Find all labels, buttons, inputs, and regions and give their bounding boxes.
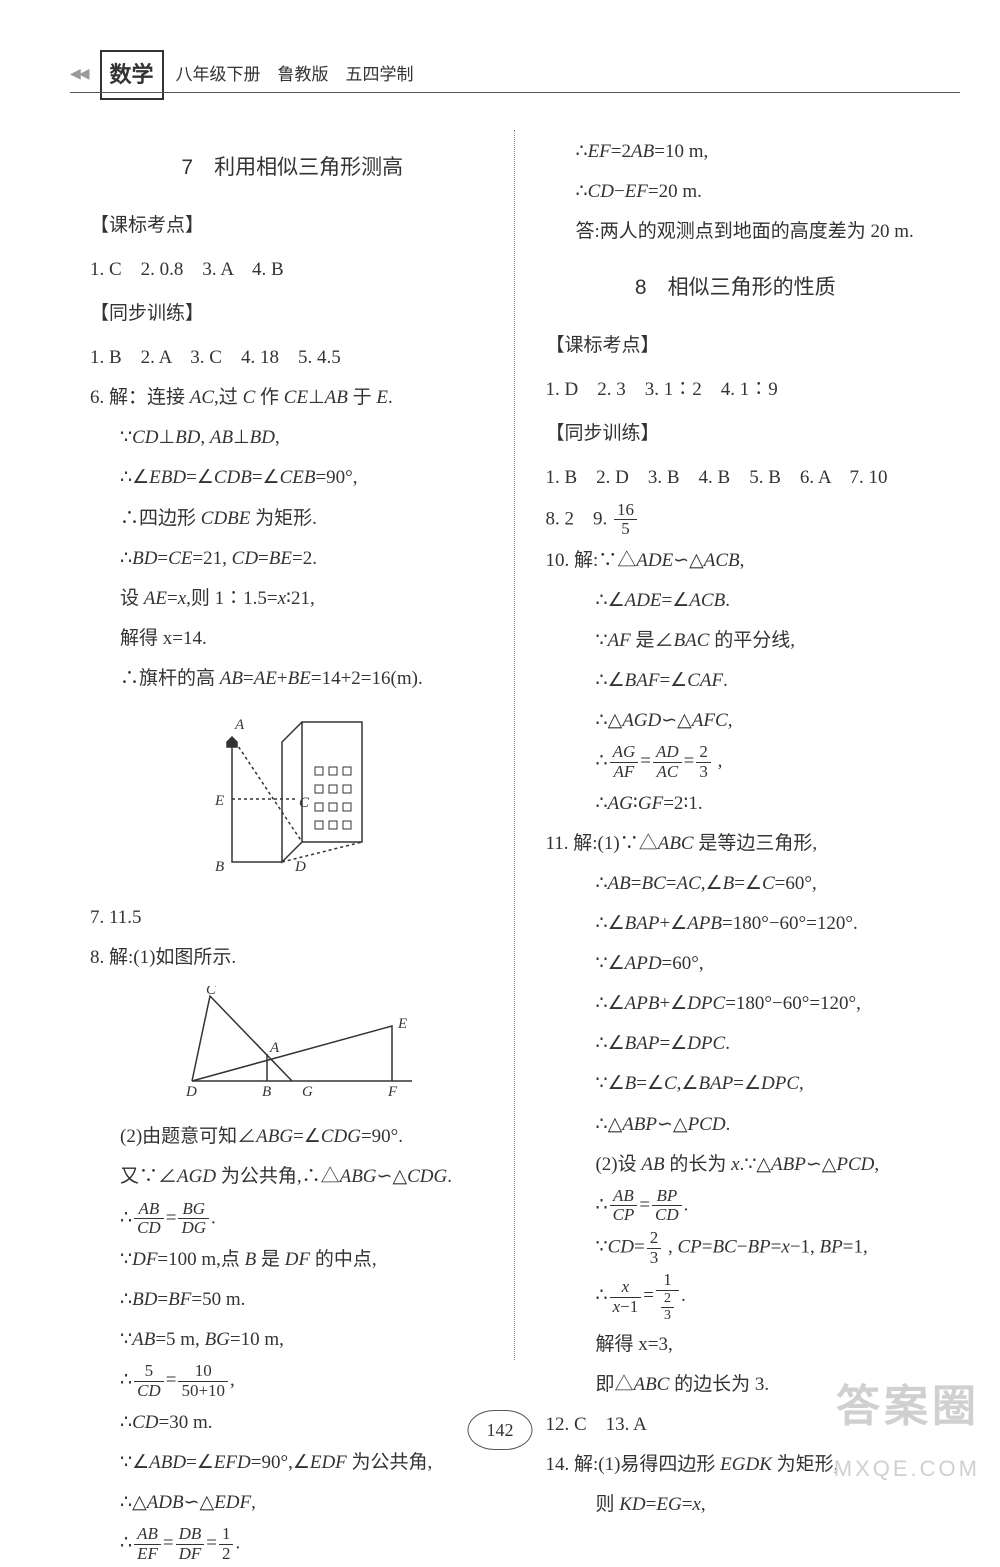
q10-l3: ∴∠BAF=∠CAF. [545, 663, 925, 699]
q8-9: ∴CD=30 m. [90, 1405, 494, 1441]
q6-l5: 设 AE=x,则 1∶1.5=x∶21, [90, 581, 494, 617]
q10-l6: ∴AG∶GF=2∶1. [545, 786, 925, 822]
q8-11: ∴△ADB∽△EDF, [90, 1485, 494, 1521]
q11-l3: ∵∠APD=60°, [545, 946, 925, 982]
q6-l3: ∴四边形 CDBE 为矩形. [90, 501, 494, 537]
header-deco: ◀◀ [70, 62, 88, 89]
svg-text:A: A [234, 717, 245, 733]
figure-1: A E C B D [90, 707, 494, 890]
r1: ∴EF=2AB=10 m, [545, 134, 925, 170]
kebiao-label: 【课标考点】 [90, 208, 494, 244]
q8-5: ∵DF=100 m,点 B 是 DF 的中点, [90, 1242, 494, 1278]
q8-10: ∵∠ABD=∠EFD=90°,∠EDF 为公共角, [90, 1445, 494, 1481]
q10-head: 10. 解:∵△ADE∽△ACB, [545, 543, 925, 579]
q10-l4: ∴△AGD∽△AFC, [545, 703, 925, 739]
q11-2a: (2)设 AB 的长为 x.∵△ABP∽△PCD, [545, 1147, 925, 1183]
svg-text:B: B [215, 859, 224, 875]
q8-head: 8. 解:(1)如图所示. [90, 940, 494, 976]
watermark: 答案圈 MXQE.COM [834, 1365, 980, 1490]
watermark-line2: MXQE.COM [834, 1448, 980, 1490]
right-column: ∴EF=2AB=10 m, ∴CD−EF=20 m. 答:两人的观测点到地面的高… [520, 130, 940, 1567]
kebiao-answers: 1. C 2. 0.8 3. A 4. B [90, 252, 494, 288]
q11-2c: ∵CD=23 , CP=BC−BP=x−1, BP=1, [545, 1229, 925, 1267]
q10-l5: ∴AGAF=ADAC=23 , [545, 743, 925, 781]
q6-l6: 解得 x=14. [90, 621, 494, 657]
header-subtitle: 八年级下册 鲁教版 五四学制 [176, 59, 414, 91]
q11-l2: ∴∠BAP+∠APB=180°−60°=120°. [545, 906, 925, 942]
watermark-line1: 答案圈 [834, 1365, 980, 1449]
q11-l5: ∴∠BAP=∠DPC. [545, 1026, 925, 1062]
header-rule [70, 92, 960, 93]
q11-l1: ∴AB=BC=AC,∠B=∠C=60°, [545, 866, 925, 902]
q11-l6: ∵∠B=∠C,∠BAP=∠DPC, [545, 1066, 925, 1102]
q11-head: 11. 解:(1)∵△ABC 是等边三角形, [545, 826, 925, 862]
svg-text:C: C [299, 795, 310, 811]
q7: 7. 11.5 [90, 900, 494, 936]
q10-l2: ∵AF 是∠BAC 的平分线, [545, 623, 925, 659]
q11-2c2: ∴xx−1=123. [545, 1271, 925, 1322]
svg-text:F: F [387, 1084, 398, 1096]
q11-2d: 解得 x=3, [545, 1327, 925, 1363]
q6-l7: ∴旗杆的高 AB=AE+BE=14+2=16(m). [90, 661, 494, 697]
q11-l7: ∴△ABP∽△PCD. [545, 1107, 925, 1143]
q8-12: ∴ABEF=DBDF=12. [90, 1525, 494, 1563]
svg-text:E: E [214, 793, 224, 809]
q6-l1: ∵CD⊥BD, AB⊥BD, [90, 420, 494, 456]
q8-6: ∴BD=BF=50 m. [90, 1282, 494, 1318]
section-8-title: 8 相似三角形的性质 [545, 268, 925, 308]
tongbu-label-r: 【同步训练】 [545, 416, 925, 452]
r2: ∴CD−EF=20 m. [545, 174, 925, 210]
q8-8: ∴5CD=1050+10, [90, 1362, 494, 1400]
q8-4: ∴ABCD=BGDG. [90, 1200, 494, 1238]
r3: 答:两人的观测点到地面的高度差为 20 m. [545, 214, 925, 250]
svg-text:G: G [302, 1084, 313, 1096]
q8-3: 又∵∠AGD 为公共角,∴△ABG∽△CDG. [90, 1159, 494, 1195]
content-area: 7 利用相似三角形测高 【课标考点】 1. C 2. 0.8 3. A 4. B… [90, 130, 940, 1567]
kebiao-ans-r: 1. D 2. 3 3. 1∶2 4. 1∶9 [545, 372, 925, 408]
svg-text:A: A [269, 1040, 280, 1056]
svg-text:E: E [397, 1016, 407, 1032]
svg-text:D: D [294, 859, 306, 875]
page-number: 142 [468, 1410, 533, 1450]
svg-text:B: B [262, 1084, 271, 1096]
section-7-title: 7 利用相似三角形测高 [90, 148, 494, 188]
q11-l4: ∴∠APB+∠DPC=180°−60°=120°, [545, 986, 925, 1022]
q8-7: ∵AB=5 m, BG=10 m, [90, 1322, 494, 1358]
svg-text:D: D [185, 1084, 197, 1096]
q6-head: 6. 解：连接 AC,过 C 作 CE⊥AB 于 E. [90, 380, 494, 416]
left-column: 7 利用相似三角形测高 【课标考点】 1. C 2. 0.8 3. A 4. B… [90, 130, 509, 1567]
kebiao-label-r: 【课标考点】 [545, 328, 925, 364]
q6-l4: ∴BD=CE=21, CD=BE=2. [90, 541, 494, 577]
column-divider [514, 130, 515, 1360]
figure-2: C A E D B G F [90, 986, 494, 1109]
q8-2: (2)由题意可知∠ABG=∠CDG=90°. [90, 1119, 494, 1155]
tongbu-label: 【同步训练】 [90, 296, 494, 332]
q10-l1: ∴∠ADE=∠ACB. [545, 583, 925, 619]
tb1-r: 1. B 2. D 3. B 4. B 5. B 6. A 7. 10 [545, 460, 925, 496]
tb2-r: 8. 2 9. 165 [545, 501, 925, 539]
q6-l2: ∴∠EBD=∠CDB=∠CEB=90°, [90, 460, 494, 496]
q14-l1: 则 KD=EG=x, [545, 1487, 925, 1523]
q11-2b: ∴ABCP=BPCD. [545, 1187, 925, 1225]
svg-text:C: C [206, 986, 217, 998]
tongbu-row1: 1. B 2. A 3. C 4. 18 5. 4.5 [90, 340, 494, 376]
